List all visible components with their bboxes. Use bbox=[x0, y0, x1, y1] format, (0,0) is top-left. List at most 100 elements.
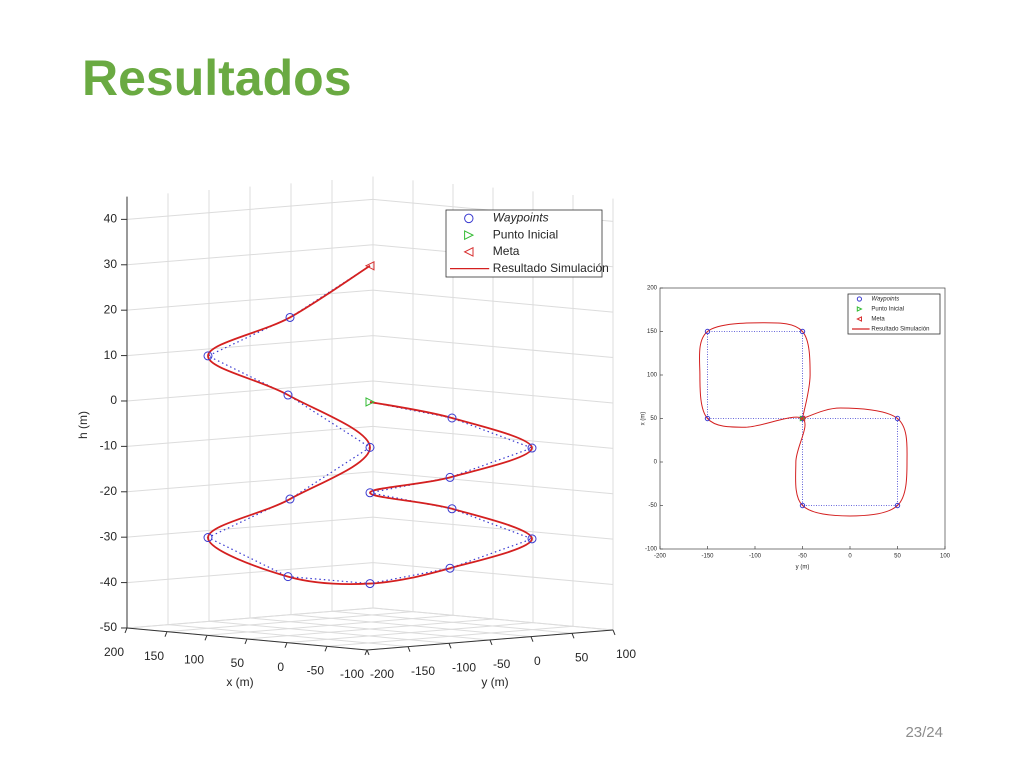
x-tick-label: -100 bbox=[340, 667, 364, 681]
waypoint-marker bbox=[894, 502, 901, 509]
x-tick-label: 50 bbox=[231, 656, 245, 670]
x-tick-label: -150 bbox=[701, 554, 714, 560]
y-tick-label: 0 bbox=[534, 654, 541, 668]
y-tick-label: -50 bbox=[493, 657, 511, 671]
tick-mark bbox=[448, 643, 452, 649]
z-tick-label: 0 bbox=[110, 393, 117, 407]
y-tick-label: 100 bbox=[616, 647, 636, 661]
x-tick-label: -50 bbox=[798, 554, 807, 560]
waypoint-marker bbox=[283, 572, 293, 582]
y-tick-label: 200 bbox=[647, 286, 658, 292]
waypoint-marker bbox=[203, 533, 213, 543]
y-tick-label: 100 bbox=[647, 373, 658, 379]
x-tick-label: 200 bbox=[104, 645, 124, 659]
simulation-line bbox=[698, 322, 908, 517]
waypoint-marker bbox=[704, 415, 711, 422]
goal-marker bbox=[799, 415, 806, 422]
z-tick-label: 10 bbox=[104, 348, 118, 362]
tick-mark bbox=[530, 636, 534, 642]
x-axis-label: x (m) bbox=[226, 675, 253, 689]
chart-2d: -200 -150 -100 -50 0 50 100 -100 -50 0 50 100 150 200… bbox=[641, 286, 951, 571]
y-tick-label: -100 bbox=[645, 547, 658, 553]
legend-label: Punto Inicial bbox=[493, 227, 558, 241]
legend-marker bbox=[856, 306, 863, 312]
legend-marker bbox=[464, 230, 475, 241]
y-tick-label: 150 bbox=[647, 329, 658, 335]
waypoint-marker bbox=[365, 488, 375, 498]
x-tick-label: -50 bbox=[307, 663, 325, 677]
y-axis bbox=[366, 629, 614, 651]
legend-marker bbox=[856, 296, 863, 302]
chart-3d: 200 150 100 50 0 -50 -100 -200 -150 -100 -50 0 50 100… bbox=[76, 176, 636, 689]
y-tick-label: 50 bbox=[575, 650, 589, 664]
z-tick-label: -10 bbox=[100, 439, 118, 453]
tick-mark bbox=[364, 649, 368, 656]
x-tick-label: 100 bbox=[940, 554, 951, 560]
x-tick-label: 150 bbox=[144, 649, 164, 663]
goal-marker bbox=[364, 260, 375, 271]
grid-line bbox=[126, 471, 614, 495]
grid-line bbox=[126, 335, 614, 359]
tick-mark bbox=[284, 642, 288, 648]
waypoint-marker bbox=[704, 328, 711, 335]
y-tick-label: 50 bbox=[650, 416, 657, 422]
legend-box bbox=[847, 293, 941, 335]
tick-mark bbox=[366, 649, 370, 656]
legend-label: Resultado Simulación bbox=[871, 327, 929, 333]
waypoint-marker bbox=[447, 413, 457, 423]
x-axis-label: y (m) bbox=[796, 565, 810, 571]
grid-line bbox=[331, 610, 573, 634]
waypoint-marker bbox=[365, 442, 375, 452]
tick-mark bbox=[489, 639, 493, 646]
tick-mark bbox=[124, 627, 128, 634]
grid-line bbox=[249, 617, 491, 641]
x-tick-label: 50 bbox=[894, 554, 901, 560]
legend-label: Waypoints bbox=[871, 297, 899, 303]
waypoint-marker bbox=[527, 443, 537, 453]
legend-marker bbox=[463, 246, 474, 257]
z-tick-label: -20 bbox=[100, 484, 118, 498]
y-tick-label: -200 bbox=[370, 667, 394, 681]
tick-mark bbox=[407, 646, 411, 652]
y-tick-label: -100 bbox=[452, 660, 476, 674]
x-tick-label: 100 bbox=[184, 652, 204, 666]
x-tick-label: 0 bbox=[277, 660, 284, 674]
x-tick-label: 0 bbox=[848, 554, 852, 560]
tick-mark bbox=[324, 646, 328, 652]
waypoint-marker bbox=[799, 502, 806, 509]
y-axis-label: x (m) bbox=[641, 412, 647, 426]
waypoint-marker bbox=[799, 328, 806, 335]
page-number: 23/24 bbox=[905, 724, 943, 741]
waypoint-marker bbox=[283, 390, 293, 400]
grid-line bbox=[290, 614, 532, 638]
legend-marker bbox=[856, 316, 862, 322]
y-tick-label: 0 bbox=[654, 460, 658, 466]
z-tick-label: -50 bbox=[100, 620, 118, 634]
legend-label: Resultado Simulación bbox=[493, 261, 609, 275]
x-axis bbox=[126, 627, 368, 651]
tick-mark bbox=[204, 635, 208, 641]
y-tick-label: -150 bbox=[411, 664, 435, 678]
waypoint-marker bbox=[445, 472, 455, 482]
grid-line bbox=[126, 607, 614, 631]
slide-title: Resultados bbox=[82, 50, 352, 106]
grid-line bbox=[126, 289, 614, 313]
legend-label: Waypoints bbox=[493, 211, 549, 225]
z-axis-label: h (m) bbox=[76, 411, 90, 439]
waypoint-marker bbox=[894, 415, 901, 422]
grid-line bbox=[208, 620, 450, 644]
z-tick-label: 20 bbox=[104, 302, 118, 316]
start-marker bbox=[365, 397, 376, 407]
waypoint-marker bbox=[285, 494, 295, 504]
legend-label: Meta bbox=[493, 244, 520, 258]
grid-line bbox=[126, 425, 614, 449]
z-tick-label: 40 bbox=[104, 212, 118, 226]
grid-line bbox=[167, 624, 409, 648]
z-tick-label: -40 bbox=[100, 575, 118, 589]
x-tick-label: -100 bbox=[749, 554, 762, 560]
waypoint-marker bbox=[527, 534, 537, 544]
z-tick-label: -30 bbox=[100, 529, 118, 543]
z-tick-label: 30 bbox=[104, 257, 118, 271]
tick-mark bbox=[164, 631, 168, 637]
